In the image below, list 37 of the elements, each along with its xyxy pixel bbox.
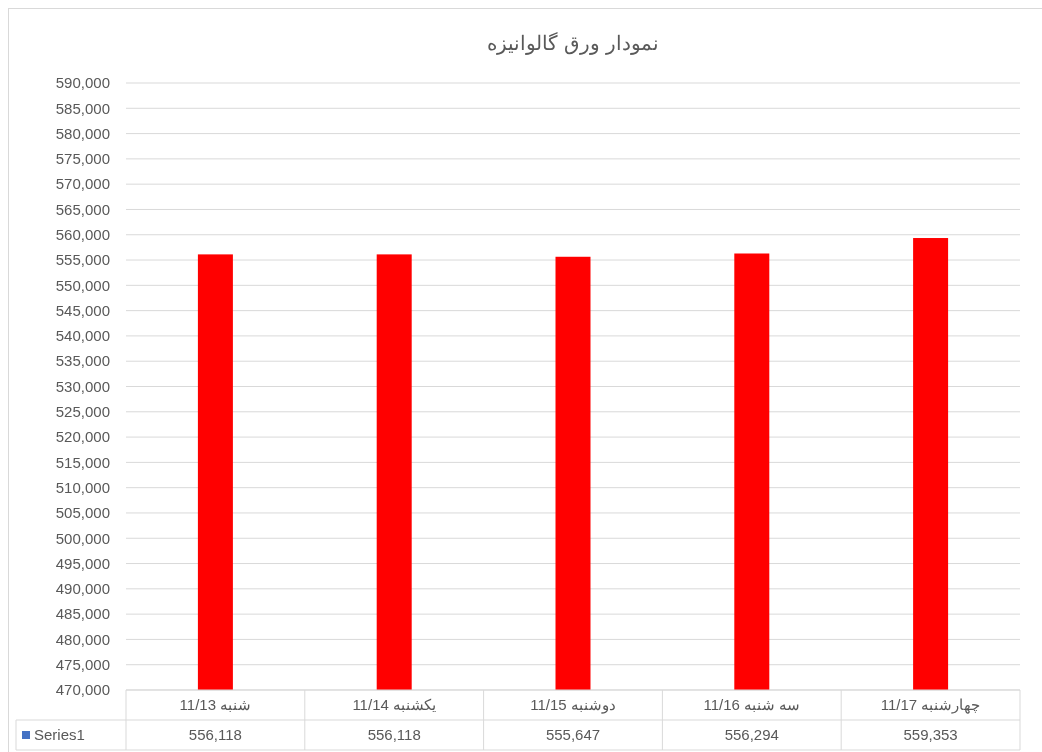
data-label: 559,353	[903, 726, 958, 744]
x-tick-label: یکشنبه 11/14	[352, 696, 436, 714]
data-label: 556,118	[188, 726, 242, 744]
y-tick-label: 475,000	[55, 655, 110, 673]
y-tick-label: 580,000	[55, 124, 110, 142]
y-tick-label: 490,000	[55, 580, 110, 598]
y-tick-label: 560,000	[55, 226, 110, 243]
y-tick-label: 525,000	[55, 403, 110, 421]
text: Series1	[34, 726, 85, 744]
y-tick-label: 480,000	[55, 630, 110, 648]
data-label: 556,118	[367, 726, 421, 744]
x-tick-label: شنبه 11/13	[179, 696, 252, 714]
y-tick-label: 470,000	[55, 681, 110, 699]
y-tick-label: 530,000	[55, 377, 110, 395]
y-tick-label: 550,000	[55, 276, 110, 294]
y-tick-label: 495,000	[55, 554, 110, 572]
y-tick-label: 555,000	[55, 251, 110, 269]
x-tick-label: سه شنبه 11/16	[703, 696, 801, 714]
y-tick-label: 505,000	[55, 504, 110, 522]
y-tick-label: 520,000	[55, 428, 110, 446]
y-tick-label: 485,000	[55, 605, 110, 623]
data-label: 555,647	[545, 726, 601, 744]
y-tick-label: 585,000	[55, 99, 110, 117]
y-tick-label: 570,000	[55, 175, 110, 193]
y-tick-label: 565,000	[55, 200, 110, 218]
x-tick-label: چهارشنبه 11/17	[880, 696, 981, 715]
y-tick-label: 515,000	[55, 453, 110, 471]
x-tick-label: دوشنبه 11/15	[530, 696, 616, 715]
y-tick-label: 510,000	[55, 478, 110, 496]
y-tick-label: 500,000	[55, 529, 110, 547]
y-tick-label: 575,000	[55, 150, 110, 168]
y-tick-label: 545,000	[55, 301, 110, 319]
chart-title: نمودار ورق گالوانیزه	[487, 32, 659, 55]
y-tick-label: 540,000	[55, 327, 110, 345]
y-tick-label: 590,000	[55, 74, 110, 92]
data-label: 556,294	[724, 726, 779, 744]
y-tick-label: 535,000	[55, 352, 110, 370]
